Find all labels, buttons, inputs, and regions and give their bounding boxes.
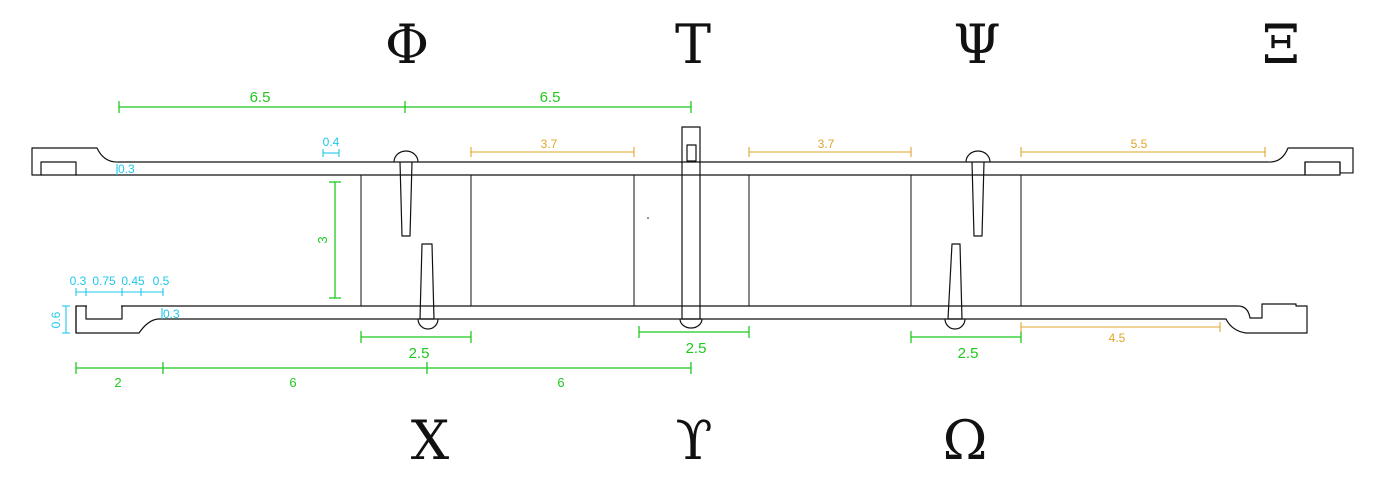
dim-bay-right: 2.5 [910, 331, 1022, 362]
dim-base: 2 6 6 [75, 362, 692, 390]
dim-bay-mid-label: 2.5 [686, 340, 707, 357]
marker-dot [647, 217, 649, 219]
bolt-bottom-left [417, 243, 439, 330]
center-slot [686, 144, 697, 162]
dim-right-overhang: 5.5 [1020, 137, 1266, 157]
dim-top-span: 6.5 6.5 [118, 89, 692, 113]
dim-top-right-label: 6.5 [540, 89, 561, 106]
top-right-hook [1304, 162, 1341, 176]
dim-lip-height: 0.6 [49, 305, 70, 334]
bottom-flange-outline [75, 303, 1308, 334]
marker-chi: Χ [411, 409, 450, 472]
dim-lip-b-label: 0.75 [92, 274, 116, 288]
marker-xi: Ξ [1262, 13, 1300, 76]
dim-bay-right-label: 2.5 [958, 345, 979, 362]
marker-psi: Ψ [953, 13, 1000, 76]
dim-lip-height-label: 0.6 [49, 311, 63, 328]
bottom-left-lip [75, 306, 123, 333]
dim-bay-left: 2.5 [360, 331, 472, 362]
marker-omega: Ω [943, 409, 988, 472]
dim-edge-radius-bottom-label: 0.3 [163, 307, 180, 321]
dim-bay-left-label: 2.5 [409, 345, 430, 362]
center-post [679, 126, 703, 329]
dim-top-left-label: 6.5 [250, 89, 271, 106]
dim-right-bottom-overhang: 4.5 [1020, 322, 1221, 345]
dim-edge-radius-bottom: 0.3 [161, 307, 180, 321]
dim-gap-right: 3.7 [748, 137, 912, 157]
marker-upsilon: ϒ [675, 409, 712, 472]
dim-lip-series: 0.3 0.75 0.45 0.5 [70, 274, 170, 296]
dim-edge-radius-top: 0.3 [116, 162, 135, 176]
dim-right-overhang-label: 5.5 [1131, 137, 1148, 151]
dim-gap-left: 3.7 [470, 137, 635, 157]
dim-wall-height-label: 3 [315, 236, 330, 243]
bolt-top-left [393, 150, 419, 237]
bolt-bottom-right [944, 243, 966, 330]
dim-lip-d-label: 0.5 [153, 274, 170, 288]
marker-phi: Φ [385, 13, 429, 76]
dim-edge-radius-top-label: 0.3 [118, 162, 135, 176]
dim-bay-mid: 2.5 [638, 326, 750, 357]
dim-lip-a-label: 0.3 [70, 274, 87, 288]
dim-right-bottom-overhang-label: 4.5 [1109, 331, 1126, 345]
dim-wall-height: 3 [315, 181, 341, 299]
marker-tau: Τ [675, 13, 711, 76]
bolt-top-right [965, 150, 991, 237]
dim-slot-width: 0.4 [322, 135, 340, 157]
dim-base-b-label: 6 [289, 375, 296, 390]
dim-slot-width-label: 0.4 [323, 135, 340, 149]
dim-base-a-label: 2 [114, 375, 121, 390]
dim-gap-left-label: 3.7 [541, 137, 558, 151]
dim-base-c-label: 6 [557, 375, 564, 390]
dim-lip-c-label: 0.45 [121, 274, 145, 288]
top-left-notch [40, 161, 77, 175]
dim-gap-right-label: 3.7 [818, 137, 835, 151]
